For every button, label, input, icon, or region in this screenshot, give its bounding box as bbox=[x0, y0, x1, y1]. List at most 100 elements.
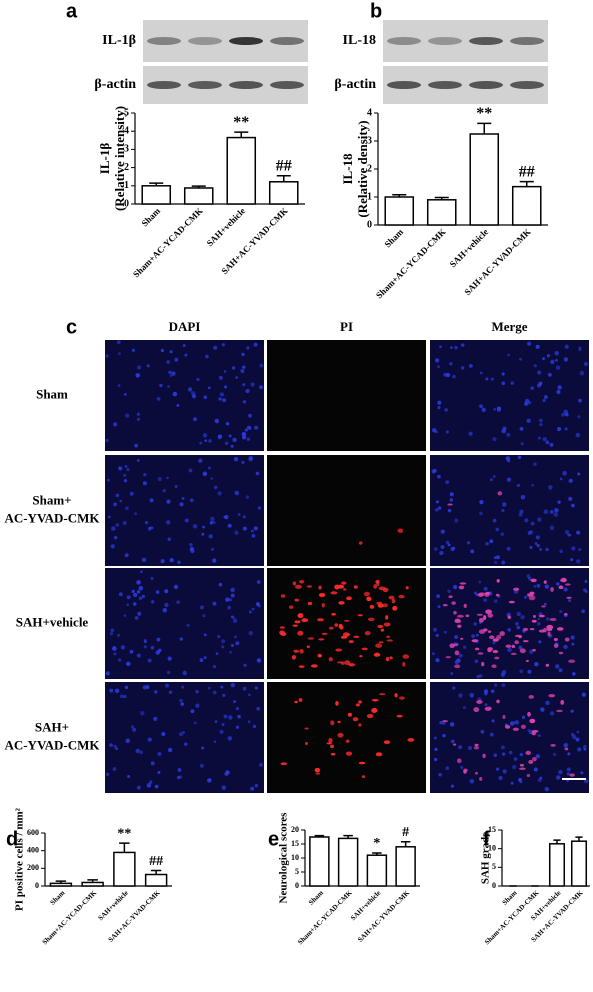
nucleus bbox=[179, 502, 184, 507]
row-label: Sham bbox=[36, 386, 68, 401]
nucleus bbox=[149, 498, 154, 503]
pi-cell bbox=[541, 605, 546, 608]
pi-cell bbox=[298, 665, 305, 668]
nucleus bbox=[475, 633, 479, 637]
nucleus bbox=[228, 598, 232, 602]
pi-cell bbox=[375, 643, 383, 648]
nucleus bbox=[453, 584, 458, 590]
y-axis-label: IL-18 bbox=[340, 153, 355, 185]
y-tick-label: 10 bbox=[488, 843, 496, 852]
nucleus bbox=[190, 391, 196, 396]
pi-cell bbox=[378, 586, 386, 591]
nucleus bbox=[577, 472, 581, 476]
nucleus bbox=[493, 753, 497, 758]
nucleus bbox=[107, 478, 110, 482]
pi-cell bbox=[358, 723, 362, 727]
nucleus bbox=[202, 433, 208, 438]
nucleus bbox=[545, 547, 549, 552]
pi-cell bbox=[451, 601, 456, 605]
pi-cell bbox=[338, 623, 343, 629]
nucleus bbox=[219, 392, 224, 397]
nucleus bbox=[519, 780, 523, 784]
nucleus bbox=[440, 529, 445, 534]
nucleus bbox=[570, 709, 574, 713]
nucleus bbox=[557, 500, 561, 504]
nucleus bbox=[491, 719, 495, 723]
nucleus bbox=[123, 694, 127, 699]
significance-mark: ** bbox=[117, 826, 131, 841]
error-bar bbox=[434, 196, 449, 200]
pi-cell bbox=[487, 630, 492, 633]
nucleus bbox=[223, 370, 227, 373]
y-tick-label: 1 bbox=[367, 191, 372, 202]
nucleus bbox=[564, 344, 569, 349]
nucleus bbox=[571, 642, 575, 646]
nucleus bbox=[189, 542, 193, 547]
pi-cell bbox=[388, 595, 395, 600]
nucleus bbox=[255, 602, 260, 606]
pi-cell bbox=[353, 635, 360, 639]
nucleus bbox=[234, 635, 237, 639]
nucleus bbox=[549, 525, 555, 531]
nucleus bbox=[433, 627, 438, 632]
y-axis-label: Neurological scores bbox=[278, 812, 290, 904]
nucleus bbox=[199, 605, 204, 610]
nucleus bbox=[512, 764, 517, 770]
nucleus bbox=[157, 752, 162, 756]
pi-cell bbox=[523, 627, 529, 632]
nucleus bbox=[136, 417, 141, 421]
nucleus bbox=[554, 664, 560, 669]
nucleus bbox=[237, 714, 241, 719]
micrograph-bg bbox=[267, 682, 426, 793]
nucleus bbox=[165, 683, 170, 688]
y-tick-label: 0 bbox=[295, 881, 299, 890]
pi-cell bbox=[530, 578, 537, 583]
nucleus bbox=[556, 389, 561, 395]
error-bar bbox=[149, 182, 164, 186]
nucleus bbox=[433, 547, 438, 551]
error-bar bbox=[55, 880, 67, 884]
nucleus bbox=[563, 357, 569, 362]
pi-cell bbox=[510, 652, 517, 656]
nucleus bbox=[431, 469, 436, 474]
nucleus bbox=[433, 736, 437, 740]
pi-cell bbox=[329, 626, 334, 630]
nucleus bbox=[223, 714, 228, 719]
nucleus bbox=[494, 683, 498, 687]
pi-cell bbox=[397, 528, 404, 533]
nucleus bbox=[467, 745, 473, 751]
nucleus bbox=[500, 745, 505, 750]
nucleus bbox=[257, 658, 261, 662]
nucleus bbox=[495, 527, 500, 532]
nucleus bbox=[564, 427, 568, 431]
nucleus bbox=[460, 343, 465, 347]
nucleus bbox=[250, 382, 255, 387]
nucleus bbox=[563, 644, 568, 649]
pi-cell bbox=[526, 774, 531, 778]
nucleus bbox=[233, 700, 237, 703]
nucleus bbox=[230, 593, 235, 598]
nucleus bbox=[479, 511, 483, 516]
nucleus bbox=[543, 602, 547, 606]
nucleus bbox=[537, 778, 542, 783]
panel-label: b bbox=[370, 0, 382, 22]
nucleus bbox=[169, 557, 174, 563]
pi-cell bbox=[550, 587, 554, 593]
pi-cell bbox=[294, 620, 301, 624]
nucleus bbox=[126, 595, 131, 600]
nucleus bbox=[178, 732, 184, 737]
nucleus bbox=[544, 584, 549, 589]
nucleus bbox=[166, 670, 171, 675]
nucleus bbox=[118, 352, 121, 355]
bar bbox=[183, 187, 214, 205]
y-tick-label: 4 bbox=[367, 107, 372, 118]
error-bar bbox=[150, 869, 162, 875]
nucleus bbox=[235, 707, 239, 711]
nucleus bbox=[230, 615, 234, 619]
nucleus bbox=[142, 481, 147, 486]
nucleus bbox=[244, 428, 248, 432]
pi-cell bbox=[358, 761, 366, 765]
nucleus bbox=[475, 593, 479, 597]
micrograph bbox=[430, 568, 589, 679]
pi-cell bbox=[348, 663, 356, 667]
